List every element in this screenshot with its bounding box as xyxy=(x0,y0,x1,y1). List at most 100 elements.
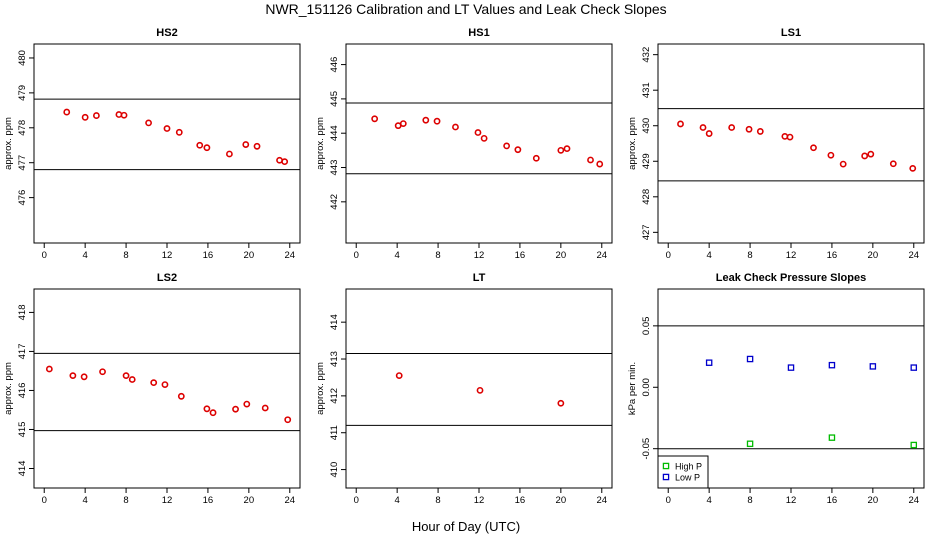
data-point xyxy=(557,146,565,154)
x-tick-label: 12 xyxy=(162,250,173,261)
y-tick-label: 479 xyxy=(17,85,28,101)
data-point xyxy=(587,156,594,164)
x-tick-label: 8 xyxy=(123,250,128,261)
data-point xyxy=(161,381,169,388)
data-point-high-p xyxy=(828,434,836,441)
y-tick-label: 476 xyxy=(17,190,28,206)
data-point xyxy=(596,160,604,168)
y-tick-label: 413 xyxy=(329,351,340,367)
y-axis-label: kPa per min. xyxy=(627,362,638,415)
data-point xyxy=(705,130,713,137)
y-tick-label: 442 xyxy=(329,194,340,210)
data-point xyxy=(433,117,441,125)
data-point xyxy=(163,125,171,132)
plot-frame xyxy=(33,288,301,489)
data-point xyxy=(243,400,251,408)
panel-title: HS1 xyxy=(468,27,489,39)
x-tick-label: 0 xyxy=(354,250,359,261)
panel-hs2: HS2 0 4 8 12 16 20 24 476 477 478 479 480 approx. ppm xyxy=(3,27,301,261)
data-point xyxy=(99,368,106,376)
data-point xyxy=(480,134,488,142)
data-point-low-p xyxy=(746,355,754,363)
x-tick-label: 24 xyxy=(284,495,295,506)
x-tick-label: 24 xyxy=(284,250,295,261)
y-tick-label: 412 xyxy=(329,388,340,404)
x-tick-label: 16 xyxy=(203,495,214,506)
x-tick-label: 20 xyxy=(244,495,255,506)
x-tick-label: 16 xyxy=(827,250,838,261)
x-tick-label: 0 xyxy=(42,495,47,506)
data-point xyxy=(80,373,88,381)
y-tick-label: 417 xyxy=(17,344,28,360)
panel-title: LT xyxy=(473,272,486,284)
x-tick-label: 20 xyxy=(244,250,255,261)
data-point xyxy=(63,108,71,116)
data-point xyxy=(514,146,522,154)
data-point xyxy=(177,392,185,400)
x-tick-label: 4 xyxy=(395,250,400,261)
y-tick-label: -0.05 xyxy=(641,438,652,460)
data-point xyxy=(476,386,484,394)
panel-title: LS2 xyxy=(157,272,177,284)
y-tick-label: 418 xyxy=(17,304,28,320)
data-point xyxy=(196,141,204,149)
y-tick-label: 415 xyxy=(17,422,28,438)
y-tick-label: 478 xyxy=(17,120,28,136)
y-tick-label: 444 xyxy=(329,125,340,141)
data-point xyxy=(867,150,875,158)
x-tick-label: 24 xyxy=(596,250,607,261)
data-point xyxy=(399,120,407,127)
legend-marker xyxy=(662,473,670,481)
data-point xyxy=(395,372,403,380)
figure-title: NWR_151126 Calibration and LT Values and… xyxy=(265,1,666,17)
data-point xyxy=(150,379,158,387)
data-point xyxy=(756,128,764,135)
data-point xyxy=(745,125,753,133)
x-tick-label: 0 xyxy=(666,495,671,506)
data-point xyxy=(69,372,77,380)
x-tick-label: 20 xyxy=(868,495,879,506)
x-tick-label: 4 xyxy=(83,495,88,506)
plot-frame xyxy=(657,43,925,244)
data-point xyxy=(532,154,540,162)
y-tick-label: 446 xyxy=(329,57,340,73)
data-point xyxy=(128,376,136,383)
data-point xyxy=(261,404,269,412)
x-tick-label: 12 xyxy=(474,495,485,506)
data-point xyxy=(889,160,897,168)
panel-ls1: LS1 0 4 8 12 16 20 24 427 428 429 430 431 432 approx. … xyxy=(627,27,925,261)
x-tick-label: 8 xyxy=(435,495,440,506)
panel-title: LS1 xyxy=(781,27,801,39)
x-tick-label: 4 xyxy=(395,495,400,506)
data-point xyxy=(909,164,917,172)
x-tick-label: 4 xyxy=(707,250,712,261)
y-axis-label: approx. ppm xyxy=(3,362,14,415)
y-tick-label: 432 xyxy=(641,47,652,63)
data-point-high-p xyxy=(746,440,754,448)
data-point xyxy=(699,124,707,131)
data-point-low-p xyxy=(828,361,836,369)
data-point xyxy=(203,144,211,152)
y-tick-label: 0.00 xyxy=(641,378,652,397)
data-point xyxy=(557,399,565,407)
data-point xyxy=(253,142,261,150)
x-tick-label: 8 xyxy=(747,250,752,261)
panel-lt: LT 0 4 8 12 16 20 24 410 411 412 413 414 approx. ppm xyxy=(315,272,613,506)
y-tick-label: 430 xyxy=(641,118,652,134)
x-tick-label: 4 xyxy=(707,495,712,506)
data-point xyxy=(281,158,289,166)
y-tick-label: 477 xyxy=(17,155,28,171)
data-point xyxy=(371,115,379,123)
data-point xyxy=(93,112,100,119)
x-tick-label: 16 xyxy=(827,495,838,506)
x-tick-label: 8 xyxy=(123,495,128,506)
data-point xyxy=(145,119,152,127)
x-axis-label: Hour of Day (UTC) xyxy=(412,519,520,534)
x-tick-label: 16 xyxy=(515,495,526,506)
y-tick-label: 416 xyxy=(17,383,28,399)
data-point xyxy=(232,405,239,413)
y-tick-label: 431 xyxy=(641,82,652,98)
